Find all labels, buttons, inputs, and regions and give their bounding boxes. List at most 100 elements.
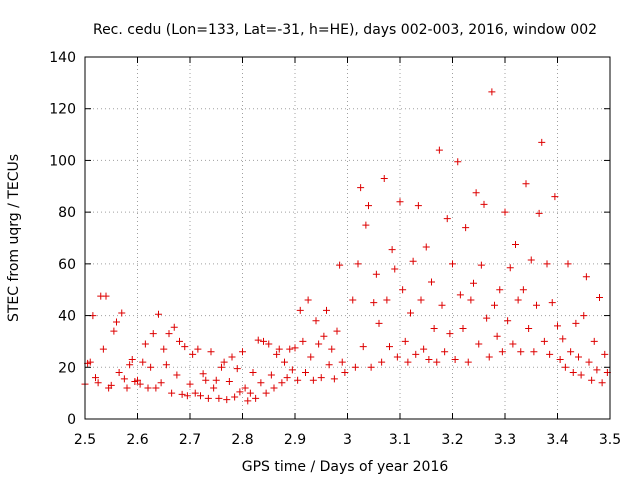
- data-point: [199, 370, 207, 378]
- data-point: [569, 368, 577, 376]
- data-point: [351, 363, 359, 371]
- data-point: [383, 296, 391, 304]
- data-point: [186, 380, 194, 388]
- data-point: [433, 358, 441, 366]
- data-point: [323, 306, 330, 314]
- data-point: [246, 389, 254, 397]
- data-point: [330, 375, 338, 383]
- data-point: [110, 327, 118, 335]
- data-point: [128, 356, 136, 364]
- data-point: [333, 327, 341, 335]
- data-point: [483, 314, 491, 322]
- data-point: [302, 368, 309, 376]
- data-point: [197, 392, 204, 400]
- data-point: [134, 376, 141, 384]
- data-point: [386, 343, 393, 351]
- data-point: [425, 356, 433, 364]
- data-point: [260, 337, 267, 345]
- data-point: [556, 356, 564, 364]
- data-point: [567, 348, 575, 356]
- data-point: [409, 257, 417, 265]
- data-point: [296, 306, 304, 314]
- data-point: [225, 378, 233, 386]
- data-point: [504, 317, 512, 325]
- data-point: [141, 340, 149, 348]
- data-point: [370, 299, 378, 307]
- data-point: [477, 261, 485, 269]
- data-point: [514, 296, 522, 304]
- x-tick-label: 2.7: [179, 432, 201, 448]
- data-point: [92, 374, 99, 382]
- data-point: [267, 371, 275, 379]
- data-point: [585, 358, 593, 366]
- data-point: [291, 344, 299, 352]
- y-tick-label: 100: [49, 153, 76, 169]
- data-point: [233, 365, 241, 373]
- x-tick-label: 3.5: [599, 432, 621, 448]
- data-point: [120, 375, 128, 383]
- data-point: [472, 189, 480, 197]
- data-point: [257, 379, 265, 387]
- data-point: [480, 200, 488, 208]
- data-point: [165, 330, 173, 338]
- data-point: [275, 345, 283, 353]
- data-point: [548, 299, 556, 307]
- data-point: [575, 353, 582, 361]
- x-tick-label: 2.9: [284, 432, 306, 448]
- data-point: [509, 340, 517, 348]
- data-point: [462, 224, 470, 232]
- data-point: [404, 358, 412, 366]
- data-point: [239, 348, 246, 356]
- x-tick-labels: 2.5 2.6 2.7 2.8 2.9 3 3.1 3.2 3.3 3.4 3.5: [74, 432, 621, 448]
- data-point: [309, 376, 317, 384]
- data-point: [286, 345, 294, 353]
- data-point: [530, 348, 538, 356]
- data-point: [320, 332, 328, 340]
- data-point: [304, 296, 312, 304]
- data-point: [228, 353, 236, 361]
- data-point: [315, 340, 323, 348]
- data-point: [598, 379, 606, 387]
- data-point: [564, 260, 572, 268]
- data-point: [378, 358, 386, 366]
- data-point: [459, 325, 467, 332]
- data-point: [191, 389, 199, 397]
- y-tick-label: 80: [58, 205, 76, 221]
- data-point: [183, 392, 191, 400]
- data-point: [162, 361, 170, 369]
- data-point: [299, 337, 307, 345]
- x-tick-label: 3.2: [441, 432, 463, 448]
- data-point: [467, 296, 475, 304]
- data-point: [438, 301, 446, 309]
- data-point: [336, 261, 344, 269]
- data-point: [485, 353, 493, 361]
- data-point: [422, 243, 430, 251]
- data-points: [81, 88, 611, 405]
- data-point: [218, 363, 225, 371]
- data-point: [572, 319, 580, 327]
- axis-ticks: [84, 56, 611, 420]
- data-point: [412, 350, 420, 358]
- data-point: [512, 240, 519, 248]
- data-point: [559, 335, 567, 343]
- data-point: [527, 256, 535, 264]
- data-point: [501, 208, 509, 216]
- x-tick-label: 3.1: [389, 432, 411, 448]
- data-point: [265, 340, 273, 348]
- data-point: [123, 384, 131, 392]
- data-point: [202, 376, 210, 384]
- data-point: [136, 380, 144, 388]
- data-point: [170, 323, 178, 331]
- data-point: [359, 343, 367, 351]
- data-point: [210, 384, 218, 392]
- data-point: [367, 363, 375, 371]
- data-point: [546, 350, 554, 358]
- data-point: [401, 337, 409, 345]
- data-point: [561, 363, 569, 371]
- data-point: [283, 374, 291, 382]
- data-point: [254, 336, 262, 344]
- data-point: [338, 358, 346, 366]
- data-point: [212, 376, 220, 384]
- x-tick-label: 2.5: [74, 432, 96, 448]
